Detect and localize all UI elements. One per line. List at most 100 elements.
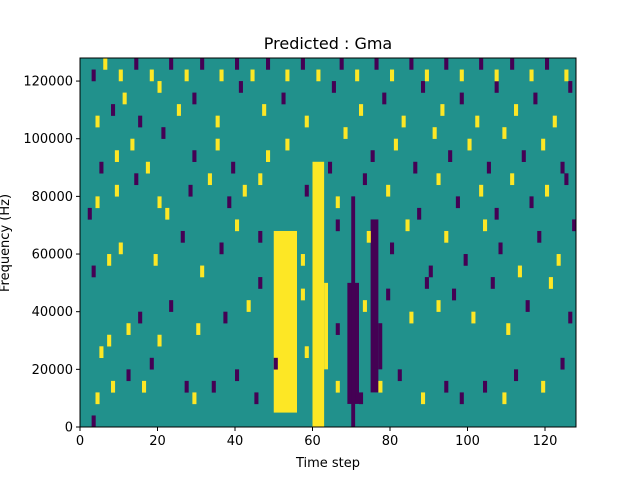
heatmap-cell: [122, 92, 127, 105]
heatmap-cells: [87, 58, 577, 428]
heatmap-cell: [378, 380, 383, 393]
heatmap-cell: [490, 277, 495, 289]
heatmap-cell: [362, 173, 367, 186]
heatmap-cell: [506, 323, 511, 335]
heatmap-cell: [514, 104, 519, 116]
heatmap-cell: [343, 127, 348, 139]
heatmap-cell: [483, 219, 488, 232]
heatmap-cell: [440, 104, 445, 116]
heatmap-cell: [107, 334, 112, 347]
heatmap-cell: [393, 138, 398, 151]
heatmap-cell: [130, 138, 135, 151]
heatmap-cell: [223, 311, 228, 324]
heatmap-cell: [405, 219, 410, 232]
heatmap-cell: [541, 380, 546, 393]
heatmap-cell: [188, 184, 193, 197]
heatmap-cell: [448, 150, 453, 162]
heatmap-cell: [428, 265, 433, 278]
heatmap-cell: [355, 69, 360, 82]
heatmap-cell: [545, 184, 550, 197]
heatmap-cell: [304, 346, 309, 359]
heatmap-cell: [541, 138, 546, 151]
heatmap-cell: [444, 58, 449, 70]
y-tick-label: 40000: [32, 305, 73, 320]
heatmap-cell: [339, 58, 344, 70]
heatmap-cell: [386, 288, 391, 301]
heatmap-cell: [494, 81, 499, 93]
heatmap-cell: [142, 380, 147, 393]
heatmap-cell: [436, 300, 441, 312]
x-axis-label: Time step: [295, 456, 360, 471]
heatmap-cell: [572, 219, 577, 232]
heatmap-cell: [200, 265, 205, 278]
heatmap-cell: [560, 357, 565, 370]
heatmap-cell: [444, 230, 449, 243]
heatmap-cell: [424, 69, 429, 82]
heatmap-cell: [134, 173, 139, 186]
heatmap-cell: [386, 184, 391, 197]
heatmap-cell: [510, 58, 515, 70]
heatmap-cell: [111, 104, 116, 116]
heatmap-cell: [455, 196, 460, 209]
heatmap-band-4: [351, 196, 356, 427]
heatmap-band-2: [324, 282, 328, 370]
heatmap-cell: [273, 357, 278, 370]
heatmap-cell: [432, 127, 437, 139]
heatmap-cell: [153, 254, 158, 266]
heatmap-cell: [215, 138, 220, 151]
heatmap-cell: [145, 161, 150, 174]
heatmap-cell: [409, 311, 414, 324]
heatmap-cell: [444, 380, 449, 393]
heatmap-cell: [397, 369, 402, 382]
heatmap-cell: [103, 58, 108, 70]
heatmap-cell: [157, 81, 162, 93]
heatmap-cell: [370, 150, 375, 162]
heatmap-cell: [87, 207, 92, 220]
heatmap-cell: [91, 265, 96, 278]
heatmap-cell: [517, 265, 522, 278]
heatmap-cell: [335, 196, 340, 209]
heatmap-cell: [479, 184, 484, 197]
y-tick-label: 60000: [32, 248, 73, 263]
heatmap-cell: [219, 69, 224, 82]
heatmap-cell: [118, 242, 123, 255]
heatmap-cell: [254, 392, 259, 405]
y-tick-label: 20000: [32, 363, 73, 378]
heatmap-cell: [413, 161, 418, 174]
heatmap-cell: [157, 334, 162, 347]
heatmap-cell: [459, 392, 464, 405]
heatmap-cell: [200, 58, 205, 70]
heatmap-cell: [533, 92, 538, 105]
heatmap-cell: [165, 207, 170, 220]
heatmap-cell: [486, 161, 491, 174]
heatmap-cell: [180, 230, 185, 243]
heatmap-cell: [502, 127, 507, 139]
heatmap-cell: [471, 311, 476, 324]
heatmap-cell: [548, 277, 553, 289]
heatmap-cell: [421, 81, 426, 93]
heatmap-cell: [126, 369, 131, 382]
heatmap-cell: [169, 300, 174, 312]
heatmap-cell: [95, 392, 100, 405]
heatmap-cell: [262, 104, 267, 116]
heatmap-cell: [95, 115, 100, 128]
heatmap-cell: [196, 323, 201, 335]
heatmap-cell: [250, 69, 255, 82]
heatmap-cell: [114, 184, 119, 197]
y-axis-label: Frequency (Hz): [0, 194, 13, 292]
heatmap-cell: [215, 115, 220, 128]
x-tick-label: 0: [76, 434, 84, 449]
heatmap-cell: [436, 173, 441, 186]
heatmap-cell: [525, 300, 530, 312]
heatmap-cell: [390, 69, 395, 82]
y-tick-label: 120000: [23, 75, 73, 90]
heatmap-cell: [118, 69, 123, 82]
heatmap-cell: [467, 138, 472, 151]
heatmap-band-1: [312, 161, 325, 427]
heatmap-cell: [258, 173, 263, 186]
heatmap-cell: [529, 196, 534, 209]
heatmap-cell: [300, 288, 305, 301]
x-tick-label: 100: [455, 434, 480, 449]
heatmap-cell: [192, 92, 197, 105]
heatmap-cell: [564, 69, 569, 82]
